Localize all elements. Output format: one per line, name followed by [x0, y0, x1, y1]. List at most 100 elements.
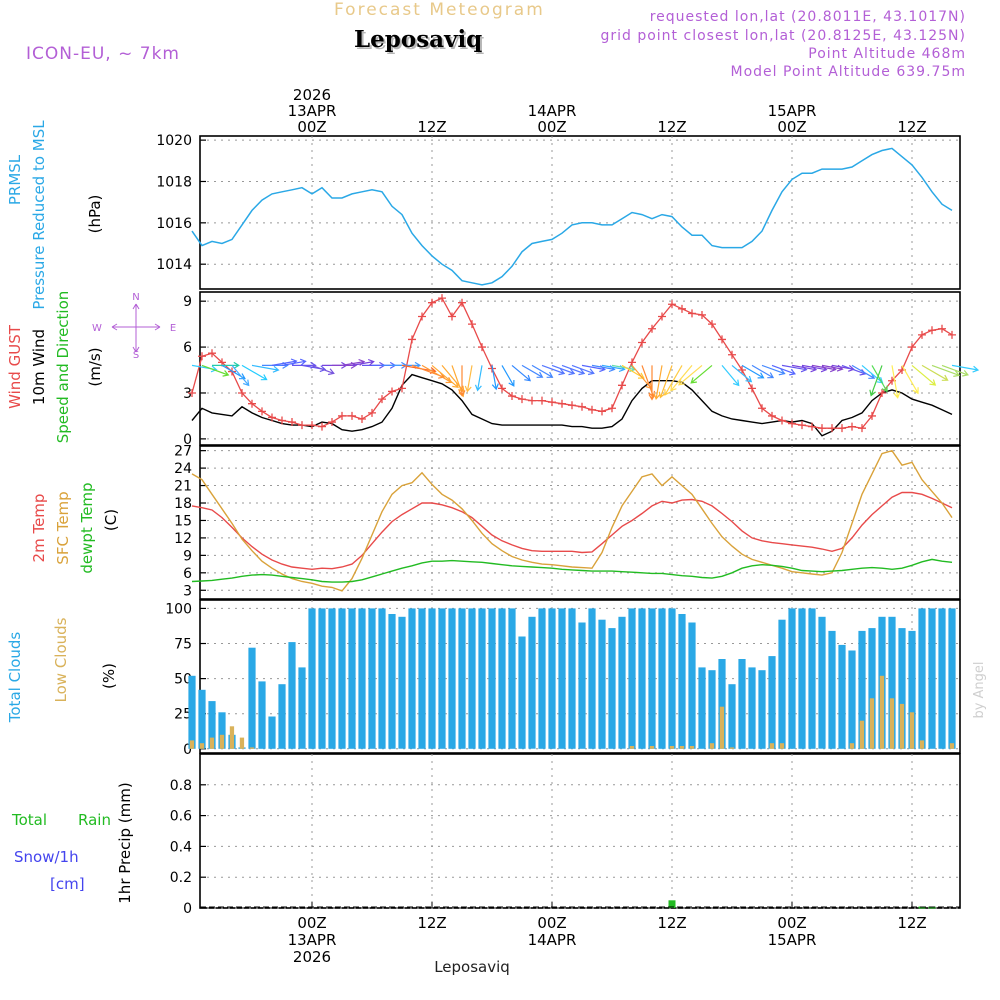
total-cloud-bar [658, 608, 666, 749]
wind-direction-arrow [941, 364, 969, 377]
wind-direction-arrow [771, 364, 796, 376]
total-cloud-bar [458, 608, 466, 749]
y-tick-label: 21 [174, 479, 192, 495]
x-tick-label-bottom: 15APR [768, 931, 817, 949]
wind-direction-arrow [670, 365, 693, 392]
total-cloud-bar [908, 630, 916, 749]
wind-direction-arrow [869, 365, 883, 397]
total-cloud-bar [528, 616, 536, 749]
total-cloud-bar [558, 608, 566, 749]
total-cloud-bar [638, 608, 646, 749]
wind-direction-arrow [911, 364, 937, 386]
gust-marker [268, 413, 276, 422]
grid-point-coords: grid point closest lon,lat (20.8125E, 43… [600, 28, 966, 44]
wind-direction-arrow [311, 364, 335, 376]
y-tick-label: 0.4 [170, 839, 192, 855]
y-tick-label: 3 [183, 386, 192, 402]
panel-frame-precipitation [199, 753, 961, 909]
wind-direction-arrow [678, 364, 703, 386]
precip-label-snow: Snow/1h [14, 848, 79, 866]
temp-label-2m: 2m Temp [30, 494, 48, 563]
wind-direction-arrow [212, 361, 240, 369]
wind-direction-arrow [561, 364, 586, 376]
gust-marker [648, 324, 656, 333]
wind-direction-arrow [721, 365, 740, 387]
total-cloud-bar [858, 630, 866, 749]
x-tick-label-top: 12Z [657, 118, 686, 136]
x-tick-label-top: 00Z [777, 118, 806, 136]
total-cloud-bar [428, 608, 436, 749]
total-cloud-bar [318, 608, 326, 749]
gust-marker [718, 335, 726, 344]
y-tick-label: 0.6 [170, 809, 192, 825]
total-cloud-bar [258, 681, 266, 749]
wind-direction-arrow [664, 365, 683, 396]
wind-direction-arrow [871, 365, 888, 393]
point-altitude: Point Altitude 468m [808, 46, 966, 62]
gust-marker [328, 418, 336, 427]
wind-direction-arrow [341, 358, 366, 366]
y-tick-label: 6 [183, 566, 192, 582]
low-cloud-bar [649, 746, 655, 749]
x-tick-label-top: 12Z [897, 118, 926, 136]
wind-direction-arrow [761, 364, 786, 376]
gust-marker [598, 407, 606, 416]
gust-marker [358, 414, 366, 423]
total-cloud-bar [808, 608, 816, 749]
total-cloud-bar [188, 675, 196, 749]
low-cloud-bar [769, 743, 775, 749]
total-cloud-bar [418, 608, 426, 749]
x-tick-label-bottom: 12Z [657, 914, 686, 932]
gust-marker [748, 384, 756, 393]
gust-marker [728, 350, 736, 359]
gust-marker [768, 411, 776, 420]
location-title: Leposaviq [354, 26, 483, 53]
precip-label-cm: [cm] [50, 875, 85, 893]
x-tick-label-bottom: 00Z [297, 914, 326, 932]
gust-marker [518, 395, 526, 404]
total-cloud-bar [198, 689, 206, 749]
total-cloud-bar [888, 616, 896, 749]
precip-unit-label: 1hr Precip (mm) [116, 782, 134, 903]
wind-direction-arrow [474, 365, 483, 392]
gust-marker [368, 408, 376, 417]
wind-10m-line [191, 373, 953, 437]
wind-direction-arrow [851, 364, 876, 379]
total-cloud-bar [268, 716, 276, 749]
wind-direction-arrow [281, 358, 307, 366]
compass-w: W [92, 323, 102, 334]
total-cloud-bar [748, 667, 756, 749]
total-cloud-bar [838, 644, 846, 749]
low-cloud-bar [919, 740, 925, 749]
total-cloud-bar [408, 608, 416, 749]
wind-direction-arrow [731, 364, 753, 383]
gust-marker [478, 343, 486, 352]
gust-marker [208, 349, 216, 358]
gust-marker [868, 411, 876, 420]
y-tick-label: 6 [183, 340, 192, 356]
wind-direction-arrow [511, 364, 531, 382]
gust-marker [738, 366, 746, 375]
gust-marker [878, 388, 886, 397]
low-cloud-bar [199, 743, 205, 749]
cloud-label-low: Low Clouds [52, 617, 70, 702]
wind-label-10m: 10m Wind [30, 329, 48, 405]
total-cloud-bar [508, 608, 516, 749]
gust-marker [678, 304, 686, 313]
wind-direction-arrow [891, 365, 901, 399]
low-cloud-bar [709, 743, 715, 749]
gust-marker [548, 398, 556, 407]
total-cloud-bar [718, 659, 726, 749]
gust-marker [338, 411, 346, 420]
gust-marker [348, 411, 356, 420]
x-tick-label-top: 12Z [417, 118, 446, 136]
wind-direction-arrow [541, 364, 566, 376]
total-cloud-bar [678, 614, 686, 749]
gust-marker [758, 404, 766, 413]
gust-marker [808, 422, 816, 431]
low-cloud-bar [849, 743, 855, 749]
gust-marker [778, 416, 786, 425]
model-point-altitude: Model Point Altitude 639.75m [730, 64, 966, 80]
total-cloud-bar [568, 608, 576, 749]
